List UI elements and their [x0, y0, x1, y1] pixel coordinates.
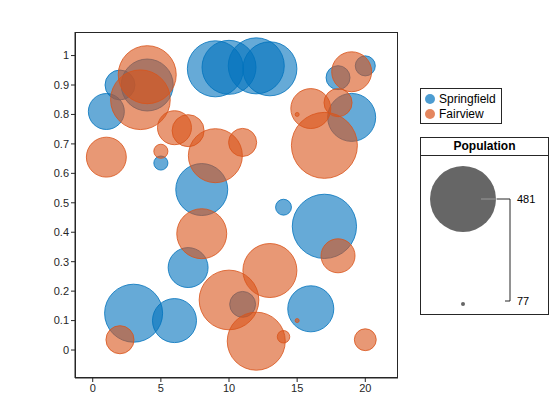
- svg-text:0.2: 0.2: [54, 285, 69, 297]
- svg-text:0.1: 0.1: [54, 314, 69, 326]
- html-text:Population: Population: [453, 139, 516, 153]
- svg-text:0.4: 0.4: [54, 226, 69, 238]
- svg-text:5: 5: [158, 382, 164, 394]
- svg-text:0: 0: [63, 344, 69, 356]
- svg-text:15: 15: [291, 382, 303, 394]
- svg-text:0.7: 0.7: [54, 138, 69, 150]
- svg-text:10: 10: [223, 382, 235, 394]
- svg-text:0.8: 0.8: [54, 108, 69, 120]
- svg-text:0.6: 0.6: [54, 167, 69, 179]
- svg-text:0: 0: [90, 382, 96, 394]
- html-text:Springfield: Springfield: [439, 91, 496, 106]
- svg-text:77: 77: [517, 295, 529, 307]
- svg-text:20: 20: [359, 382, 371, 394]
- svg-text:1: 1: [63, 49, 69, 61]
- svg-text:0.5: 0.5: [54, 197, 69, 209]
- svg-text:481: 481: [517, 193, 535, 205]
- html-text:Fairview: Fairview: [439, 106, 484, 121]
- svg-text:0.3: 0.3: [54, 256, 69, 268]
- svg-text:0.9: 0.9: [54, 79, 69, 91]
